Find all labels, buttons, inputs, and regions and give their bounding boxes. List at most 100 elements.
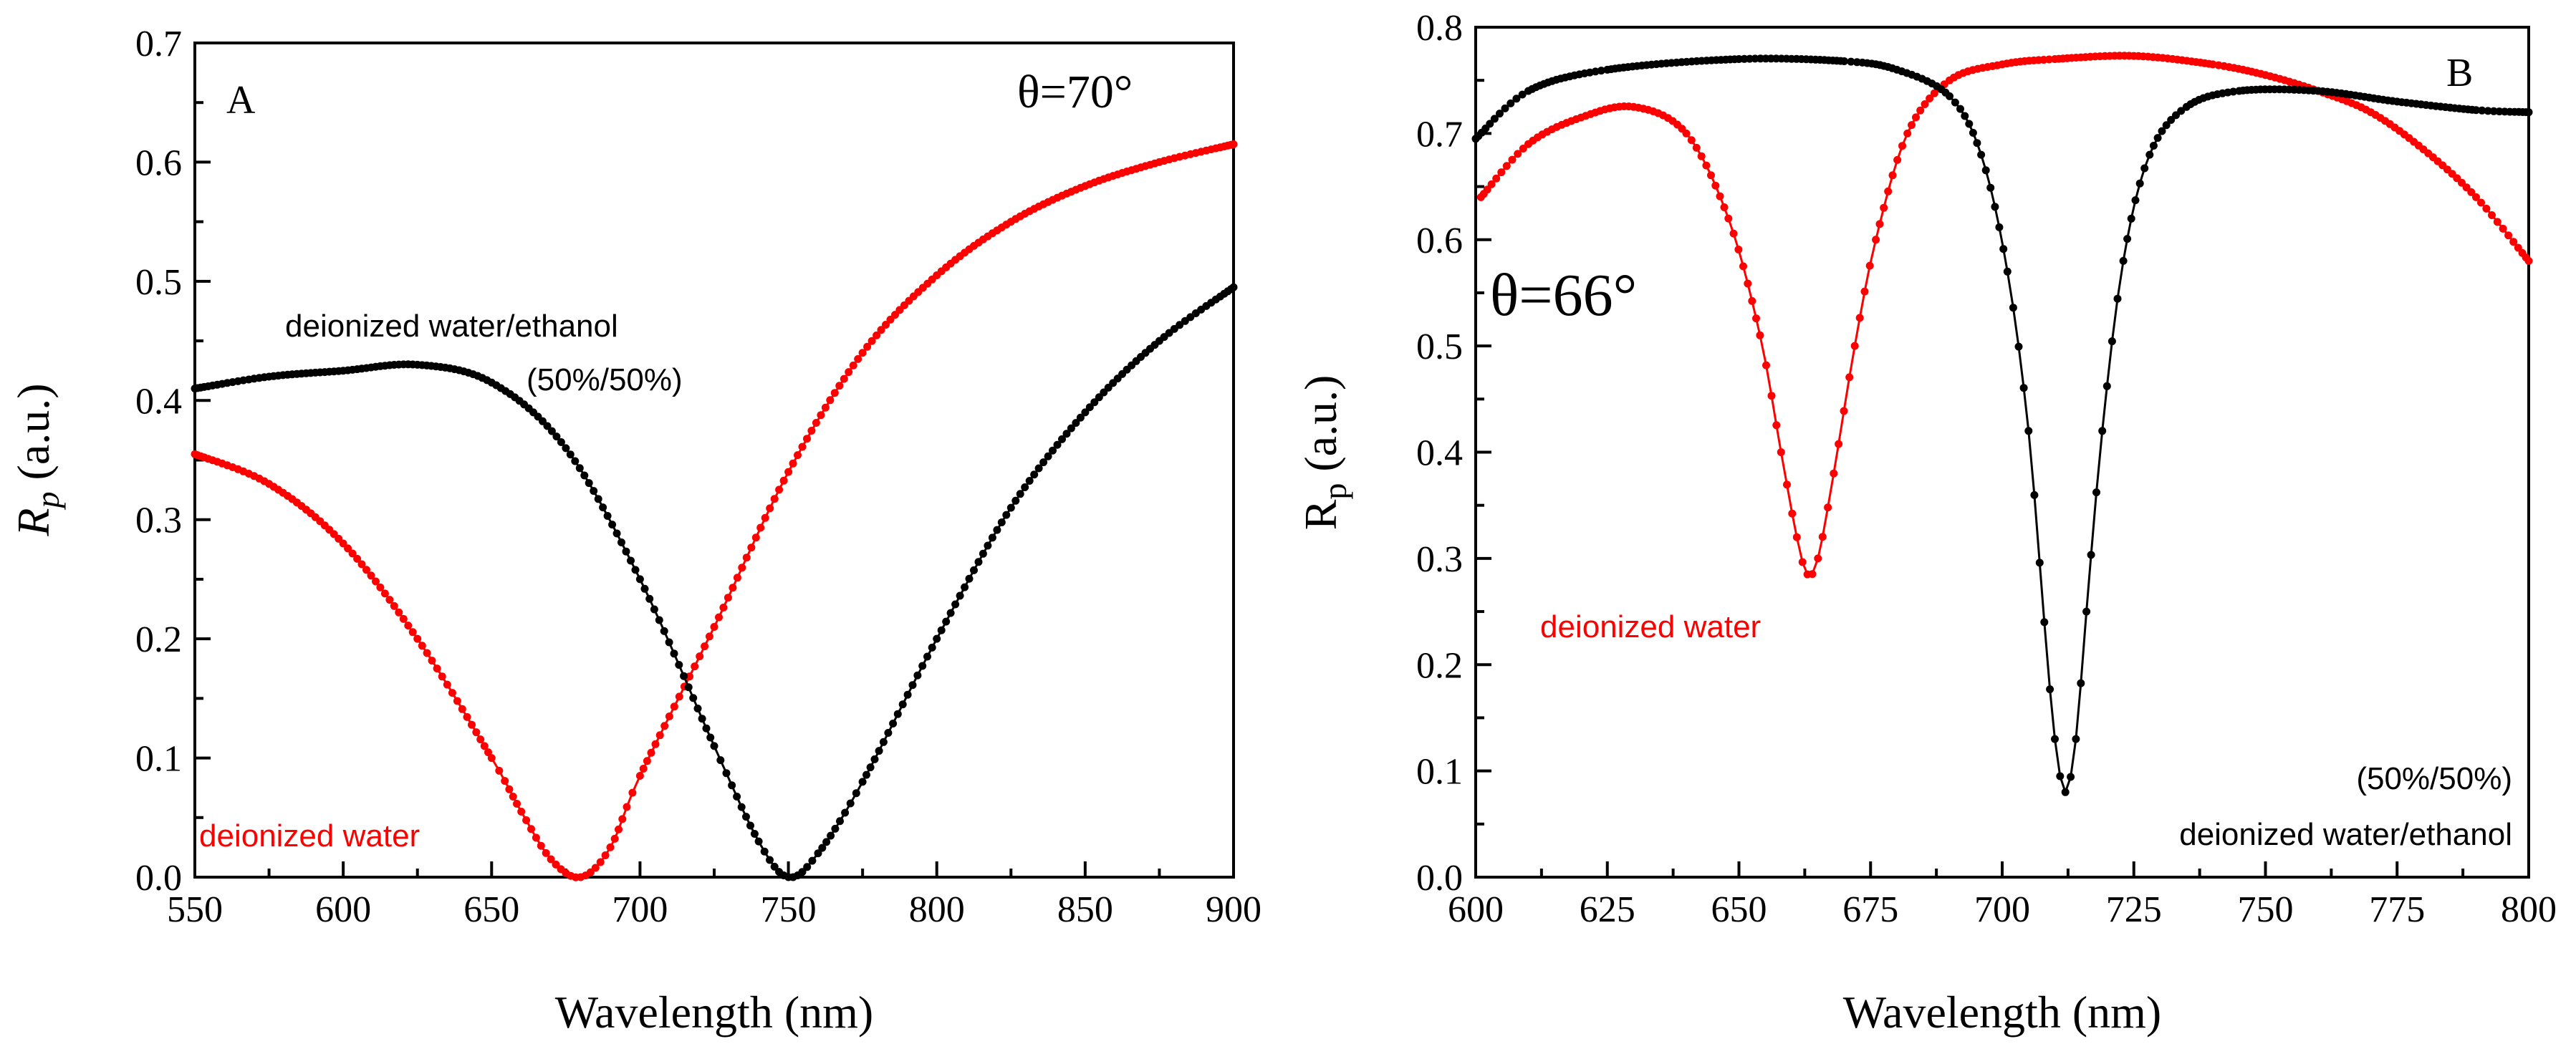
data-point: [766, 504, 774, 513]
data-point: [1030, 470, 1039, 479]
data-point: [2158, 127, 2166, 135]
annotation-water: deionized water: [199, 818, 420, 854]
data-point: [2472, 193, 2480, 201]
data-point: [675, 692, 683, 701]
data-point: [875, 747, 883, 755]
x-tick-label: 850: [1057, 889, 1113, 930]
data-point: [1830, 469, 1838, 478]
data-point: [580, 471, 589, 480]
data-point: [908, 681, 917, 690]
data-point: [1798, 558, 1807, 566]
y-tick-label: 0.2: [1416, 645, 1463, 686]
data-point: [710, 623, 719, 631]
x-tick-label: 700: [612, 889, 668, 930]
data-point: [862, 770, 870, 779]
data-point: [2024, 427, 2033, 435]
data-point: [517, 808, 526, 816]
data-point: [742, 553, 751, 562]
data-point: [1946, 92, 1953, 100]
data-point: [827, 831, 835, 840]
data-point: [803, 435, 811, 443]
data-point: [961, 583, 969, 591]
data-point: [608, 521, 617, 529]
data-point: [965, 574, 974, 583]
data-point: [760, 847, 769, 856]
data-point: [1777, 448, 1785, 456]
data-point: [754, 837, 763, 846]
data-point: [344, 544, 352, 553]
data-point: [339, 539, 347, 548]
data-point: [691, 662, 699, 671]
data-point: [2499, 224, 2507, 233]
data-point: [1808, 570, 1817, 579]
data-point: [606, 843, 615, 851]
y-tick-label: 0.7: [135, 24, 182, 64]
data-point: [923, 652, 931, 661]
data-point: [705, 632, 713, 641]
data-point: [357, 560, 366, 569]
data-point: [2092, 488, 2100, 497]
data-point: [729, 584, 737, 592]
data-point: [1872, 236, 1880, 244]
data-point: [970, 566, 978, 574]
data-point: [665, 712, 673, 720]
data-point: [505, 785, 514, 793]
data-point: [631, 566, 640, 574]
data-point: [830, 389, 839, 397]
x-tick-label: 600: [1448, 889, 1504, 930]
data-point: [1497, 168, 1506, 177]
data-point: [798, 443, 807, 451]
data-point: [933, 634, 941, 643]
data-point: [372, 577, 380, 586]
data-point: [742, 813, 750, 821]
data-point: [751, 533, 760, 542]
data-point: [2108, 337, 2116, 346]
chart-panel-a: 550 600 650 700 750 800 850 900 0.0 0.1 0.2 0.3 0.4…: [8, 24, 1261, 1038]
data-point: [562, 444, 570, 453]
data-point: [660, 627, 668, 635]
data-point: [1502, 162, 1511, 170]
data-point: [1973, 139, 1981, 148]
data-point: [1981, 166, 1990, 175]
data-point: [380, 589, 389, 598]
data-point: [680, 672, 688, 680]
series-line: [194, 143, 1234, 879]
data-point: [693, 705, 702, 712]
data-point: [1025, 477, 1034, 485]
data-point: [655, 616, 663, 624]
data-point: [2145, 150, 2154, 159]
data-point: [1724, 214, 1733, 223]
data-point: [698, 715, 706, 723]
y-tick-label: 0.0: [1416, 858, 1463, 899]
data-point: [761, 513, 769, 522]
data-point: [715, 613, 723, 622]
data-point: [1865, 261, 1874, 270]
data-point: [997, 518, 1006, 526]
series-water-ethanol: [1471, 54, 2533, 796]
data-point: [803, 863, 812, 871]
data-point: [547, 427, 556, 435]
data-point: [1176, 321, 1184, 329]
data-point: [1921, 100, 1929, 108]
data-point: [2472, 106, 2480, 115]
data-point: [532, 833, 540, 842]
data-point: [591, 864, 600, 872]
data-point: [2113, 294, 2122, 303]
data-point: [1912, 113, 1920, 122]
data-point: [618, 815, 627, 823]
data-point: [937, 626, 946, 634]
data-point: [670, 649, 678, 658]
data-point: [854, 354, 862, 363]
data-point: [1486, 120, 1494, 128]
data-point: [2172, 111, 2180, 120]
y-tick-label: 0.4: [135, 381, 182, 422]
data-point: [784, 468, 793, 476]
data-point: [984, 541, 992, 550]
data-point: [2482, 204, 2491, 213]
data-point: [1884, 187, 1893, 195]
data-point: [882, 321, 890, 329]
data-point: [543, 422, 552, 430]
data-point: [766, 856, 774, 864]
data-point: [1711, 181, 1720, 190]
data-point: [635, 772, 644, 780]
